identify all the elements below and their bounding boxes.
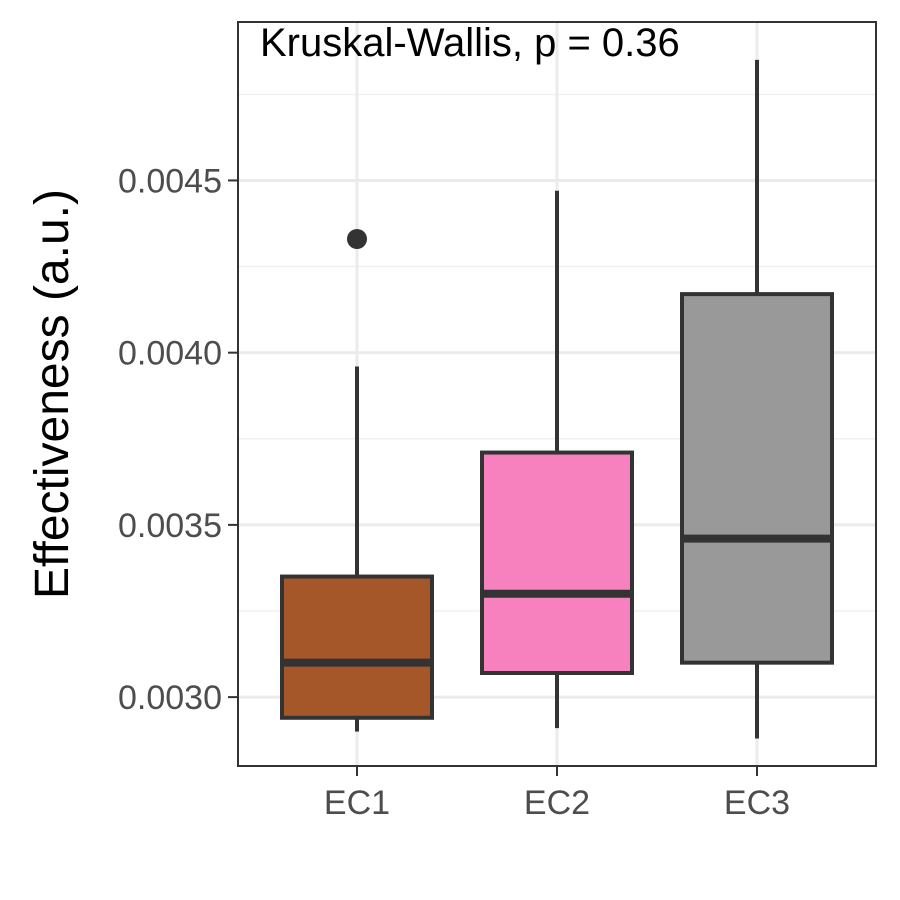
annotation-text: Kruskal-Wallis, p = 0.36 xyxy=(260,21,680,65)
y-axis-label: Effectiveness (a.u.) xyxy=(26,189,79,599)
y-tick-label: 0.0040 xyxy=(118,335,222,373)
box-ec2 xyxy=(480,190,634,729)
outlier-point xyxy=(347,229,367,249)
box-body xyxy=(280,574,434,720)
y-tick-label: 0.0045 xyxy=(118,162,222,200)
boxes xyxy=(280,59,834,739)
box-body xyxy=(680,292,834,665)
y-tick-label: 0.0030 xyxy=(118,679,222,717)
x-axis: EC1 EC2 EC3 xyxy=(324,766,790,822)
x-tick-label: EC3 xyxy=(724,784,790,822)
box-body xyxy=(480,450,634,675)
y-axis: 0.0030 0.0035 0.0040 0.0045 xyxy=(118,162,238,717)
x-tick-label: EC2 xyxy=(524,784,590,822)
y-tick-label: 0.0035 xyxy=(118,507,222,545)
box-ec3 xyxy=(680,59,834,739)
x-tick-label: EC1 xyxy=(324,784,390,822)
box-ec1 xyxy=(280,229,434,732)
